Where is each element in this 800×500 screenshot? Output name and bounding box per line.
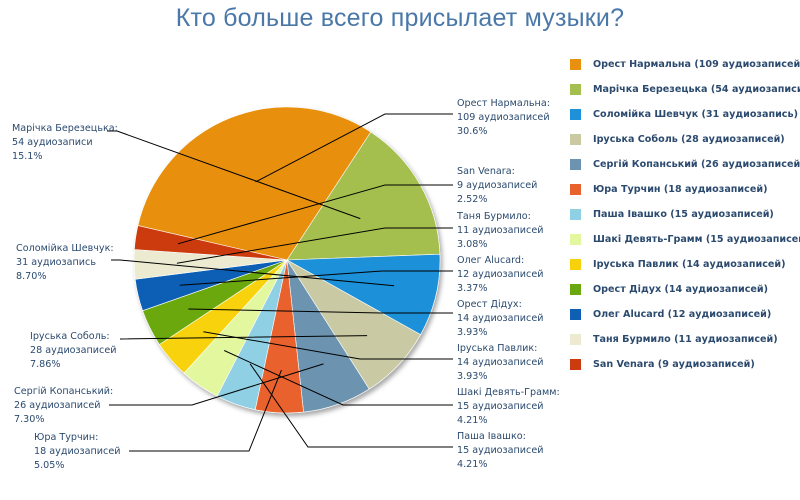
legend-item-сергій-копанський[interactable]: Сергій Копанський (26 аудиозаписей) bbox=[570, 152, 800, 177]
slice-callouts: Орест Нармальна: 109 аудиозаписей 30.6% Мар… bbox=[12, 98, 560, 471]
callout-percent-олег-alucard: 3.37% bbox=[457, 283, 487, 294]
leader-line-шакі-девять-грамм bbox=[223, 350, 453, 406]
callout-value-text-юра-турчин: 18 аудиозаписей bbox=[34, 446, 120, 457]
legend-label: Іруська Павлик (14 аудиозаписей) bbox=[593, 259, 786, 270]
leader-line-таня-бурмило bbox=[176, 227, 453, 264]
legend-label: Соломійка Шевчук (31 аудиозапись) bbox=[593, 109, 798, 120]
legend-label: Паша Івашко (15 аудиозаписей) bbox=[593, 209, 774, 220]
legend-item-соломійка-шевчук[interactable]: Соломійка Шевчук (31 аудиозапись) bbox=[570, 102, 800, 127]
legend-item-олег-alucard[interactable]: Олег Alucard (12 аудиозаписей) bbox=[570, 302, 800, 327]
legend-swatch bbox=[570, 109, 581, 120]
leader-line-олег-alucard bbox=[179, 270, 453, 286]
leader-line-іруська-соболь bbox=[119, 335, 368, 340]
callout-label-шакі-девять-грамм: Шакі Девять-Грамм: bbox=[457, 386, 560, 398]
callout-value-text-соломійка-шевчук: 31 аудиозапись bbox=[16, 257, 96, 268]
callout-value-text-орест-нармальна: 109 аудиозаписей bbox=[457, 112, 550, 123]
legend-item-таня-бурмило[interactable]: Таня Бурмило (11 аудиозаписей) bbox=[570, 327, 800, 352]
legend-swatch bbox=[570, 334, 581, 345]
callout-percent-шакі-девять-грамм: 4.21% bbox=[457, 415, 487, 426]
callout-percent-san-venara: 2.52% bbox=[457, 194, 487, 205]
callout-value-text-сергій-копанський: 26 аудиозаписей bbox=[14, 400, 100, 411]
legend-label: Марічка Березецька (54 аудиозаписи) bbox=[593, 84, 800, 95]
legend-swatch bbox=[570, 84, 581, 95]
pie-slices bbox=[133, 106, 441, 414]
callout-percent-орест-нармальна: 30.6% bbox=[457, 126, 487, 137]
callout-value-text-паша-івашко: 15 аудиозаписей bbox=[457, 445, 543, 456]
legend-label: San Venara (9 аудиозаписей) bbox=[593, 359, 755, 370]
legend-swatch bbox=[570, 284, 581, 295]
callout-percent-іруська-соболь: 7.86% bbox=[30, 359, 60, 370]
leader-line-іруська-павлик bbox=[203, 331, 453, 360]
legend-item-орест-нармальна[interactable]: Орест Нармальна (109 аудиозаписей) bbox=[570, 52, 800, 77]
callout-value-text-іруська-соболь: 28 аудиозаписей bbox=[30, 345, 116, 356]
legend-swatch bbox=[570, 159, 581, 170]
callout-percent-іруська-павлик: 3.93% bbox=[457, 371, 487, 382]
legend-swatch bbox=[570, 259, 581, 270]
legend-label: Юра Турчин (18 аудиозаписей) bbox=[593, 184, 768, 195]
leader-line-юра-турчин bbox=[129, 369, 282, 452]
legend-swatch bbox=[570, 359, 581, 370]
pie-slice-соломійка-шевчук[interactable] bbox=[285, 253, 441, 336]
legend-item-іруська-павлик[interactable]: Іруська Павлик (14 аудиозаписей) bbox=[570, 252, 800, 277]
callout-label-марічка-березецька: Марічка Березецька: bbox=[12, 122, 118, 134]
leader-line-сергій-копанський bbox=[109, 363, 324, 406]
leader-line-орест-дідух bbox=[188, 308, 453, 314]
callout-label-таня-бурмило: Таня Бурмило: bbox=[456, 211, 531, 222]
callout-label-san-venara: San Venara: bbox=[457, 166, 515, 177]
legend-swatch bbox=[570, 209, 581, 220]
legend-label: Сергій Копанський (26 аудиозаписей) bbox=[593, 159, 800, 170]
callout-percent-сергій-копанський: 7.30% bbox=[14, 414, 44, 425]
callout-label-сергій-копанський: Сергій Копанський: bbox=[14, 385, 113, 397]
callout-percent-соломійка-шевчук: 8.70% bbox=[16, 271, 46, 282]
legend-swatch bbox=[570, 309, 581, 320]
callout-label-орест-нармальна: Орест Нармальна: bbox=[457, 98, 550, 109]
legend-swatch bbox=[570, 134, 581, 145]
callout-value-text-шакі-девять-грамм: 15 аудиозаписей bbox=[457, 401, 543, 412]
callout-label-паша-івашко: Паша Івашко: bbox=[457, 431, 526, 442]
leader-line-орест-нармальна bbox=[255, 113, 453, 183]
callout-value-text-san-venara: 9 аудиозаписей bbox=[457, 180, 537, 191]
legend-swatch bbox=[570, 184, 581, 195]
leader-line-паша-івашко bbox=[249, 363, 453, 448]
leader-line-марічка-березецька bbox=[107, 130, 361, 220]
legend-item-іруська-соболь[interactable]: Іруська Соболь (28 аудиозаписей) bbox=[570, 127, 800, 152]
chart-title: Кто больше всего присылает музыки? bbox=[175, 4, 625, 32]
legend: Орест Нармальна (109 аудиозаписей) Марічк… bbox=[570, 52, 800, 377]
callout-label-іруська-павлик: Іруська Павлик: bbox=[457, 343, 537, 354]
callout-percent-таня-бурмило: 3.08% bbox=[457, 239, 487, 250]
legend-label: Шакі Девять-Грамм (15 аудиозаписей) bbox=[593, 234, 800, 245]
legend-label: Олег Alucard (12 аудиозаписей) bbox=[593, 309, 772, 320]
legend-label: Іруська Соболь (28 аудиозаписей) bbox=[593, 134, 785, 145]
legend-swatch bbox=[570, 234, 581, 245]
callout-value-text-марічка-березецька: 54 аудиозаписи bbox=[12, 137, 93, 148]
callout-percent-юра-турчин: 5.05% bbox=[34, 460, 64, 471]
callout-percent-орест-дідух: 3.93% bbox=[457, 327, 487, 338]
legend-item-юра-турчин[interactable]: Юра Турчин (18 аудиозаписей) bbox=[570, 177, 800, 202]
callout-label-соломійка-шевчук: Соломійка Шевчук: bbox=[16, 242, 114, 254]
legend-swatch bbox=[570, 59, 581, 70]
legend-item-марічка-березецька[interactable]: Марічка Березецька (54 аудиозаписи) bbox=[570, 77, 800, 102]
leader-line-san-venara bbox=[177, 184, 453, 245]
legend-label: Орест Дідух (14 аудиозаписей) bbox=[593, 284, 769, 295]
callout-percent-марічка-березецька: 15.1% bbox=[12, 151, 42, 162]
legend-item-san-venara[interactable]: San Venara (9 аудиозаписей) bbox=[570, 352, 800, 377]
callout-label-олег-alucard: Олег Alucard: bbox=[457, 255, 524, 266]
callout-value-text-орест-дідух: 14 аудиозаписей bbox=[457, 313, 543, 324]
callout-value-text-олег-alucard: 12 аудиозаписей bbox=[457, 269, 543, 280]
legend-label: Таня Бурмило (11 аудиозаписей) bbox=[593, 334, 778, 345]
callout-percent-паша-івашко: 4.21% bbox=[457, 459, 487, 470]
legend-item-шакі-девять-грамм[interactable]: Шакі Девять-Грамм (15 аудиозаписей) bbox=[570, 227, 800, 252]
leader-line-соломійка-шевчук bbox=[111, 259, 395, 287]
legend-item-орест-дідух[interactable]: Орест Дідух (14 аудиозаписей) bbox=[570, 277, 800, 302]
callout-label-орест-дідух: Орест Дідух: bbox=[457, 298, 522, 310]
legend-label: Орест Нармальна (109 аудиозаписей) bbox=[593, 59, 800, 70]
callout-value-text-іруська-павлик: 14 аудиозаписей bbox=[457, 357, 543, 368]
callout-value-text-таня-бурмило: 11 аудиозаписей bbox=[457, 225, 543, 236]
legend-item-паша-івашко[interactable]: Паша Івашко (15 аудиозаписей) bbox=[570, 202, 800, 227]
callout-label-юра-турчин: Юра Турчин: bbox=[34, 432, 98, 443]
callout-label-іруська-соболь: Іруська Соболь: bbox=[30, 331, 110, 342]
pie-slice-орест-нармальна[interactable] bbox=[137, 106, 372, 261]
